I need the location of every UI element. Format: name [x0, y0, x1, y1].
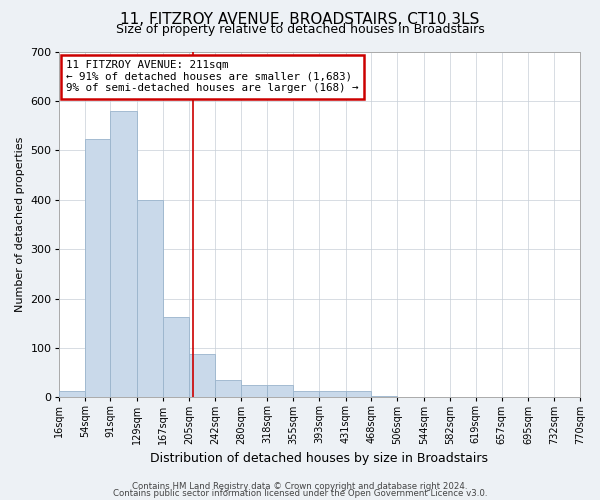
Bar	[268, 385, 293, 398]
Bar	[137, 200, 163, 398]
Text: 11 FITZROY AVENUE: 211sqm
← 91% of detached houses are smaller (1,683)
9% of sem: 11 FITZROY AVENUE: 211sqm ← 91% of detac…	[67, 60, 359, 94]
Bar	[163, 317, 190, 398]
Bar	[85, 140, 110, 398]
Text: 11, FITZROY AVENUE, BROADSTAIRS, CT10 3LS: 11, FITZROY AVENUE, BROADSTAIRS, CT10 3L…	[121, 12, 479, 28]
Bar	[241, 385, 268, 398]
Text: Contains HM Land Registry data © Crown copyright and database right 2024.: Contains HM Land Registry data © Crown c…	[132, 482, 468, 491]
Bar	[110, 111, 137, 398]
Bar	[59, 391, 85, 398]
Text: Contains public sector information licensed under the Open Government Licence v3: Contains public sector information licen…	[113, 489, 487, 498]
X-axis label: Distribution of detached houses by size in Broadstairs: Distribution of detached houses by size …	[151, 452, 488, 465]
Bar	[319, 391, 346, 398]
Bar	[215, 380, 241, 398]
Bar	[190, 354, 215, 398]
Y-axis label: Number of detached properties: Number of detached properties	[15, 136, 25, 312]
Bar	[346, 391, 371, 398]
Bar	[293, 391, 319, 398]
Text: Size of property relative to detached houses in Broadstairs: Size of property relative to detached ho…	[116, 22, 484, 36]
Bar	[371, 396, 397, 398]
